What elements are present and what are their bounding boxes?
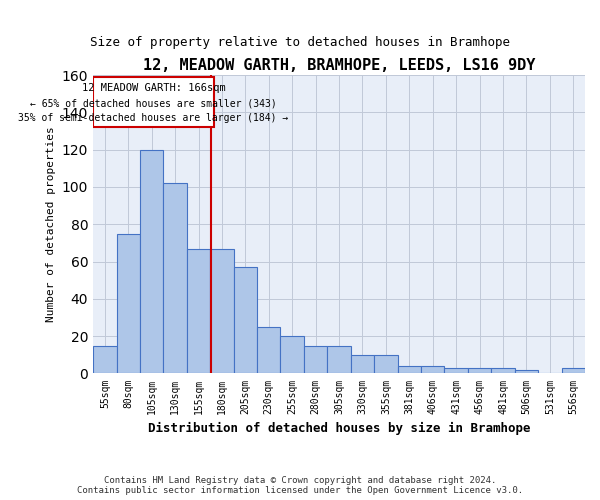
Bar bbox=[140, 150, 163, 374]
Bar bbox=[187, 248, 210, 374]
Bar bbox=[515, 370, 538, 374]
Bar bbox=[210, 248, 233, 374]
Bar bbox=[491, 368, 515, 374]
Title: 12, MEADOW GARTH, BRAMHOPE, LEEDS, LS16 9DY: 12, MEADOW GARTH, BRAMHOPE, LEEDS, LS16 … bbox=[143, 58, 535, 72]
Y-axis label: Number of detached properties: Number of detached properties bbox=[46, 126, 56, 322]
Bar bbox=[374, 355, 398, 374]
Bar bbox=[93, 346, 116, 374]
Bar bbox=[351, 355, 374, 374]
X-axis label: Distribution of detached houses by size in Bramhope: Distribution of detached houses by size … bbox=[148, 422, 530, 435]
Text: 12 MEADOW GARTH: 166sqm: 12 MEADOW GARTH: 166sqm bbox=[82, 83, 225, 93]
FancyBboxPatch shape bbox=[93, 77, 214, 128]
Bar bbox=[562, 368, 585, 374]
Bar bbox=[328, 346, 351, 374]
Text: ← 65% of detached houses are smaller (343): ← 65% of detached houses are smaller (34… bbox=[30, 98, 277, 108]
Text: Contains public sector information licensed under the Open Government Licence v3: Contains public sector information licen… bbox=[77, 486, 523, 495]
Bar bbox=[421, 366, 445, 374]
Bar bbox=[468, 368, 491, 374]
Bar bbox=[445, 368, 468, 374]
Text: Size of property relative to detached houses in Bramhope: Size of property relative to detached ho… bbox=[90, 36, 510, 49]
Text: 35% of semi-detached houses are larger (184) →: 35% of semi-detached houses are larger (… bbox=[18, 113, 289, 123]
Bar bbox=[257, 327, 280, 374]
Bar bbox=[163, 183, 187, 374]
Bar bbox=[398, 366, 421, 374]
Bar bbox=[116, 234, 140, 374]
Text: Contains HM Land Registry data © Crown copyright and database right 2024.: Contains HM Land Registry data © Crown c… bbox=[104, 476, 496, 485]
Bar bbox=[280, 336, 304, 374]
Bar bbox=[304, 346, 328, 374]
Bar bbox=[233, 267, 257, 374]
